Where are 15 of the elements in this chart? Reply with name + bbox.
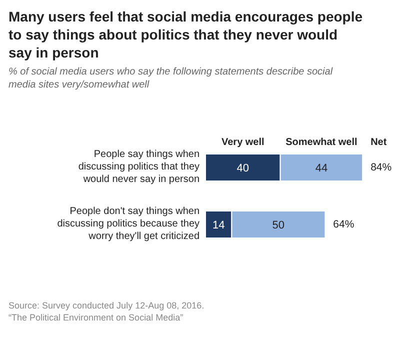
data-label: 14 bbox=[212, 220, 225, 232]
data-label: 44 bbox=[315, 162, 328, 174]
data-label: 40 bbox=[236, 162, 250, 174]
source-note: Source: Survey conducted July 12-Aug 08, 2016. bbox=[8, 300, 204, 310]
data-label: 50 bbox=[272, 220, 285, 232]
y-tick-label: People don't say things when discussing politics because they worry they'll get criticized bbox=[57, 206, 200, 242]
total-label: 84% bbox=[370, 162, 392, 174]
y-tick-label: People say things when discussing politics that they would never say in person bbox=[78, 148, 200, 185]
series-label: Very well bbox=[221, 137, 265, 148]
chart-subtitle: % of social media users who say the following statements describe social media sites very/somewhat well bbox=[8, 66, 334, 90]
total-label: 64% bbox=[333, 218, 354, 230]
series-label: Somewhat well bbox=[286, 137, 358, 148]
text: Net bbox=[370, 137, 388, 148]
text: “The Political Environment on Social Media” bbox=[8, 312, 184, 322]
chart-title: Many users feel that social media encourages people to say things about politics that they never would say in person bbox=[8, 8, 363, 60]
